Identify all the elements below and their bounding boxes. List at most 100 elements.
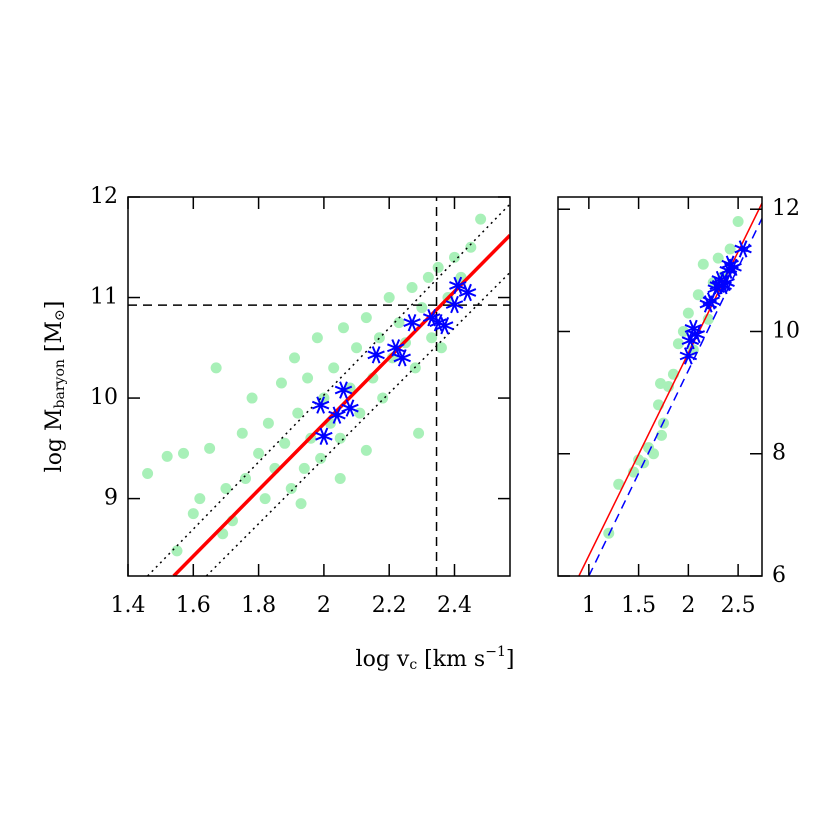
- point: [712, 252, 724, 264]
- star: [724, 258, 742, 276]
- x-axis-label-part: c: [409, 657, 417, 673]
- point: [732, 215, 744, 227]
- point: [236, 427, 248, 439]
- point: [210, 362, 222, 374]
- y-tick-label: 12: [90, 184, 118, 209]
- plot-area: [128, 197, 510, 576]
- frame: [127, 196, 511, 577]
- point: [285, 483, 297, 495]
- x-tick-label: 1.6: [176, 593, 211, 618]
- point: [682, 307, 694, 319]
- point: [204, 442, 216, 454]
- point: [334, 472, 346, 484]
- point: [161, 450, 173, 462]
- x-tick-label: 2: [681, 593, 695, 618]
- point: [422, 271, 434, 283]
- y-tick-label: 12: [772, 196, 800, 221]
- y-axis-label: log Mbaryon [M⊙]: [42, 301, 68, 473]
- x-axis-label-part: [km s: [417, 647, 485, 672]
- point: [262, 417, 274, 429]
- star: [367, 346, 385, 364]
- point: [292, 407, 304, 419]
- star: [721, 255, 739, 273]
- point: [253, 447, 265, 459]
- star: [315, 427, 333, 445]
- point: [448, 251, 460, 263]
- point: [432, 261, 444, 273]
- y-axis-label-part: baryon: [52, 359, 68, 408]
- point: [465, 241, 477, 253]
- star: [334, 381, 353, 399]
- point: [406, 281, 418, 293]
- point: [383, 292, 395, 304]
- point: [360, 444, 372, 456]
- x-tick-label: 1.4: [111, 593, 146, 618]
- star: [393, 349, 411, 367]
- star: [714, 276, 732, 295]
- point: [360, 312, 372, 324]
- x-axis-label-part: log v: [356, 647, 410, 672]
- x-axis-label-part: ]: [506, 647, 515, 672]
- point: [724, 243, 736, 255]
- star: [403, 313, 421, 332]
- point: [279, 437, 291, 449]
- frame: [557, 196, 763, 577]
- star: [422, 308, 441, 327]
- point: [672, 338, 684, 350]
- point: [697, 258, 709, 270]
- x-tick-label: 1.5: [621, 593, 656, 618]
- x-tick-label: 2.4: [437, 593, 472, 618]
- star: [436, 316, 454, 335]
- star: [341, 399, 359, 417]
- point: [377, 392, 389, 404]
- y-axis-label-part: ]: [42, 301, 67, 310]
- star: [709, 276, 727, 295]
- star: [445, 295, 464, 314]
- star: [387, 339, 405, 357]
- point: [142, 467, 154, 479]
- point: [289, 352, 301, 364]
- point: [334, 432, 346, 444]
- point: [354, 407, 366, 419]
- line: [588, 218, 762, 576]
- star: [458, 283, 477, 302]
- y-tick-label: 11: [90, 285, 118, 310]
- point: [178, 447, 190, 459]
- y-tick-label: 6: [772, 563, 786, 588]
- star: [734, 240, 752, 258]
- point: [295, 498, 307, 510]
- point: [426, 332, 438, 344]
- point: [275, 377, 287, 389]
- point: [220, 483, 232, 495]
- point: [692, 289, 704, 301]
- point: [655, 429, 667, 441]
- point: [194, 493, 206, 505]
- y-tick-label: 9: [104, 486, 118, 511]
- x-tick-label: 2: [317, 593, 331, 618]
- point: [393, 317, 405, 329]
- y-axis-label-part: ⊙: [52, 309, 68, 321]
- point: [648, 448, 660, 460]
- x-axis-label-part: −1: [485, 644, 506, 660]
- x-tick-label: 2.2: [372, 593, 407, 618]
- point: [351, 342, 363, 354]
- y-axis-label-part: [M: [42, 321, 67, 359]
- point: [613, 478, 625, 490]
- line: [147, 203, 510, 576]
- star: [681, 331, 700, 350]
- point: [328, 362, 340, 374]
- x-tick-label: 1: [582, 593, 596, 618]
- star: [702, 292, 720, 310]
- point: [259, 493, 271, 505]
- y-tick-label: 10: [772, 318, 800, 343]
- point: [435, 342, 447, 354]
- point: [315, 452, 327, 464]
- x-tick-label: 1.8: [241, 593, 276, 618]
- star: [311, 396, 330, 414]
- point: [240, 472, 252, 484]
- point: [187, 508, 199, 520]
- plot-area: [578, 202, 762, 576]
- point: [171, 545, 183, 557]
